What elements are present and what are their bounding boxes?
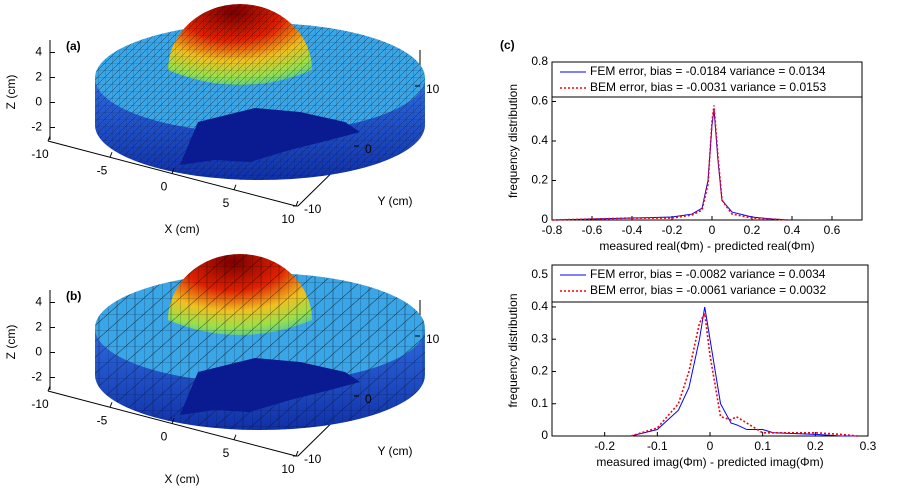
z-tick-label: 0: [35, 345, 42, 359]
legend-label: FEM error, bias = -0.0082 variance = 0.0…: [590, 267, 826, 281]
x-tick-label: 0.2: [744, 223, 761, 237]
mesh-panel: (b) Z (cm) X (cm) Y (cm) -2 0 2 4 -10 -5 0 5 10 -10 0 1…: [4, 254, 440, 486]
x-tick: [295, 450, 299, 457]
mesh-panel: (a) Z (cm) X (cm) Y (cm) -2 0 2 4 -10 -5 0 5 10 -10 0 1…: [4, 4, 440, 236]
x-tick-label: -0.2: [594, 439, 615, 453]
series-line: [630, 306, 858, 437]
panel-label: (a): [66, 39, 81, 53]
y-tick-label: 10: [426, 82, 440, 96]
x-tick-label: 0.1: [754, 439, 771, 453]
y-tick-label: 0: [541, 428, 548, 442]
z-tick-label: 2: [35, 320, 42, 334]
y-tick-label: 0: [541, 212, 548, 226]
x-tick-label: 0: [161, 430, 168, 444]
x-tick: [295, 200, 299, 207]
x-tick: [109, 152, 113, 158]
y-tick-label: 0.4: [531, 299, 548, 313]
y-tick-label: 0.5: [531, 267, 548, 281]
mesh-dome-grid: [168, 4, 312, 85]
z-tick-label: -2: [31, 120, 42, 134]
x-tick-label: 0.4: [784, 223, 801, 237]
series-line: [551, 105, 789, 221]
x-tick-label: 5: [223, 196, 230, 210]
y-axis-label: frequency distribution: [506, 293, 520, 407]
y-tick-label: 10: [426, 332, 440, 346]
y-tick-label: 0.2: [531, 364, 548, 378]
z-tick-label: 4: [35, 295, 42, 309]
x-tick-label: 0: [161, 180, 168, 194]
axis-label: Z (cm): [4, 75, 18, 110]
legend-label: FEM error, bias = -0.0184 variance = 0.0…: [590, 64, 826, 78]
legend-label: BEM error, bias = -0.0031 variance = 0.0…: [590, 80, 826, 94]
x-tick-label: -0.8: [542, 223, 563, 237]
x-tick-label: -5: [97, 163, 108, 177]
x-tick-label: 0.2: [807, 439, 824, 453]
x-tick: [171, 168, 175, 174]
legend-label: BEM error, bias = -0.0061 variance = 0.0…: [590, 283, 826, 297]
x-tick: [109, 402, 113, 408]
y-tick-label: 0.6: [531, 94, 548, 108]
x-tick-label: -0.2: [662, 223, 683, 237]
x-tick: [171, 418, 175, 424]
axis-label: X (cm): [164, 472, 199, 486]
x-tick-label: -0.1: [647, 439, 668, 453]
y-tick-label: 0.8: [531, 54, 548, 68]
y-axis-label: frequency distribution: [506, 84, 520, 198]
x-tick: [47, 385, 51, 392]
x-tick-label: 0.3: [860, 439, 877, 453]
x-tick: [233, 184, 237, 190]
x-tick: [233, 434, 237, 440]
x-tick-label: -10: [31, 397, 49, 411]
axis-label: Y (cm): [377, 444, 412, 458]
z-tick-label: 4: [35, 45, 42, 59]
mesh-cutaway: [180, 108, 360, 165]
x-axis-label: measured real(Φm) - predicted real(Φm): [599, 239, 814, 253]
x-tick-label: 0: [709, 223, 716, 237]
legend-box: [551, 264, 869, 303]
x-tick-label: -0.4: [622, 223, 643, 237]
x-tick: [47, 135, 51, 142]
axis-label: Z (cm): [4, 325, 18, 360]
z-tick-label: -2: [31, 370, 42, 384]
panel-label: (b): [66, 289, 81, 303]
y-tick-label: 0: [365, 142, 372, 156]
x-tick-label: 0.6: [824, 223, 841, 237]
z-tick-label: 0: [35, 95, 42, 109]
axis-label: X (cm): [164, 222, 199, 236]
series-line: [630, 310, 858, 437]
x-tick-label: 5: [223, 446, 230, 460]
series-line: [551, 109, 789, 221]
x-tick-label: 0: [707, 439, 714, 453]
y-tick-label: 0.1: [531, 396, 548, 410]
x-tick-label: 10: [281, 462, 295, 476]
y-tick-label: -10: [304, 202, 322, 216]
panel-label: (c): [500, 38, 515, 52]
y-tick-label: -10: [304, 452, 322, 466]
y-tick-label: 0.3: [531, 331, 548, 345]
mesh-dome-grid: [168, 254, 312, 335]
x-tick-label: -0.6: [582, 223, 603, 237]
x-axis-label: measured imag(Φm) - predicted imag(Φm): [596, 455, 823, 469]
y-tick-label: 0: [365, 392, 372, 406]
legend-box: [551, 61, 863, 98]
y-tick-label: 0.2: [531, 173, 548, 187]
x-tick-label: 10: [281, 212, 295, 226]
mesh-cutaway: [180, 358, 360, 415]
y-tick-label: 0.4: [531, 133, 548, 147]
x-tick-label: -5: [97, 413, 108, 427]
z-tick-label: 2: [35, 70, 42, 84]
axis-label: Y (cm): [377, 194, 412, 208]
x-tick-label: -10: [31, 147, 49, 161]
